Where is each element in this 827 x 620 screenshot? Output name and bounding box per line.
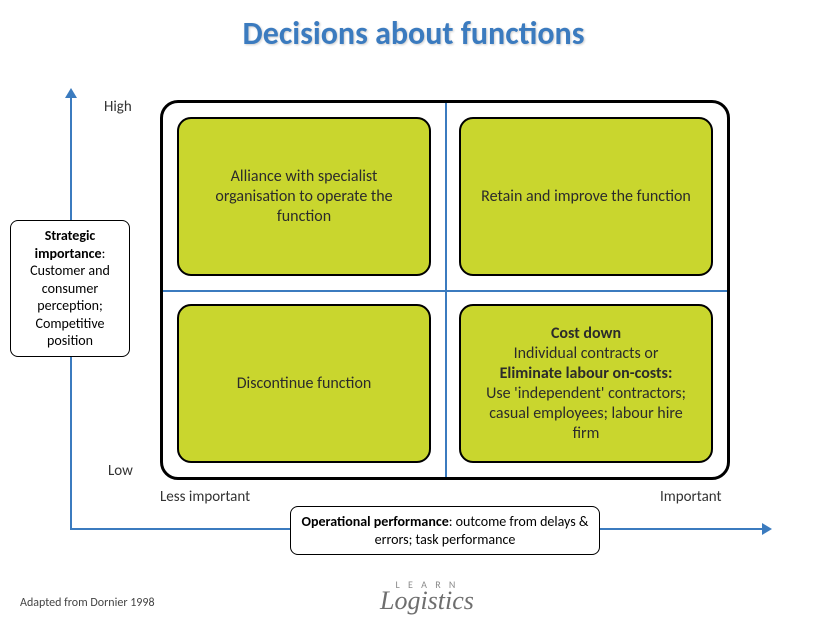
x-axis-title-bold: Operational performance (302, 513, 449, 530)
quadrant-top-left: Alliance with specialist organisation to… (163, 103, 445, 290)
br-line2: Individual contracts or (514, 344, 659, 363)
matrix-frame: Alliance with specialist organisation to… (160, 100, 730, 480)
y-low-label: Low (108, 462, 133, 480)
br-line1: Cost down (551, 324, 621, 343)
quadrant-text: Discontinue function (193, 374, 415, 394)
quadrant-box: Retain and improve the function (459, 117, 713, 276)
quadrant-top-right: Retain and improve the function (445, 103, 727, 290)
page-title: Decisions about functions (0, 0, 827, 53)
y-axis-title-box: Strategic importance: Customer and consu… (10, 220, 130, 357)
diagram-stage: Alliance with specialist organisation to… (0, 70, 827, 590)
x-left-label: Less important (160, 488, 250, 506)
quadrant-text: Alliance with specialist organisation to… (193, 167, 415, 227)
y-high-label: High (104, 98, 132, 116)
footer-credit: Adapted from Dornier 1998 (20, 596, 155, 610)
quadrant-bottom-left: Discontinue function (163, 290, 445, 477)
quadrant-box: Discontinue function (177, 304, 431, 463)
logo: L E A R N Logistics (380, 580, 474, 612)
quadrant-bottom-right: Cost down Individual contracts or Elimin… (445, 290, 727, 477)
logo-main: Logistics (380, 589, 474, 612)
br-line4: Use 'independent' contractors; casual em… (486, 384, 686, 443)
y-axis-title-bold: Strategic importance (35, 227, 102, 262)
br-line3: Eliminate labour on-costs: (500, 364, 673, 383)
quadrant-box: Alliance with specialist organisation to… (177, 117, 431, 276)
x-axis-title-box: Operational performance: outcome from de… (290, 506, 600, 555)
quadrant-text: Cost down Individual contracts or Elimin… (475, 324, 697, 444)
x-right-label: Important (660, 488, 722, 506)
quadrant-text: Retain and improve the function (475, 187, 697, 207)
quadrant-box: Cost down Individual contracts or Elimin… (459, 304, 713, 463)
